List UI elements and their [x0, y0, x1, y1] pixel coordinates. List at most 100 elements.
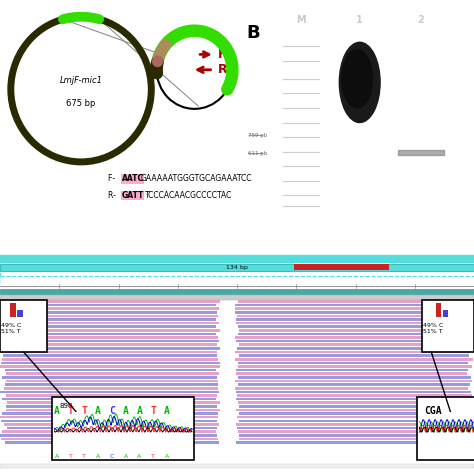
Bar: [236, 409, 468, 411]
Text: C: C: [109, 406, 115, 416]
Bar: [237, 423, 474, 426]
Bar: [237, 416, 468, 419]
Bar: [1, 438, 218, 440]
Bar: [0, 289, 474, 294]
Text: T: T: [69, 454, 73, 459]
Bar: [237, 401, 473, 404]
Bar: [239, 344, 473, 346]
Bar: [0, 264, 474, 271]
Text: 675 bp: 675 bp: [66, 99, 96, 108]
Text: A: A: [123, 406, 128, 416]
Text: A: A: [137, 406, 142, 416]
Bar: [7, 427, 217, 429]
Bar: [237, 325, 468, 328]
Bar: [6, 380, 218, 383]
Bar: [294, 264, 389, 270]
Text: 300 bp: 300 bp: [171, 290, 185, 294]
Bar: [443, 310, 448, 318]
Text: TCCCACAACGCCCCTAC: TCCCACAACGCCCCTAC: [145, 191, 232, 200]
Text: M: M: [296, 16, 306, 26]
Bar: [17, 310, 23, 318]
Bar: [3, 300, 220, 302]
Bar: [4, 344, 217, 346]
Bar: [1, 419, 217, 422]
Bar: [237, 394, 472, 397]
Bar: [238, 355, 469, 357]
Ellipse shape: [342, 50, 373, 108]
Bar: [0, 300, 47, 352]
Text: C: C: [109, 454, 114, 459]
Bar: [235, 336, 474, 339]
Bar: [238, 300, 471, 302]
Bar: [0, 365, 219, 368]
Bar: [235, 387, 468, 390]
Bar: [3, 355, 217, 357]
Bar: [7, 401, 219, 404]
Bar: [236, 373, 467, 375]
Text: R: R: [218, 64, 227, 76]
Text: LmjF-mic1: LmjF-mic1: [60, 76, 102, 85]
Text: T: T: [68, 406, 73, 416]
Bar: [7, 394, 217, 397]
Bar: [239, 434, 469, 437]
Polygon shape: [0, 255, 474, 262]
Text: B: B: [246, 24, 260, 42]
Text: R-: R-: [108, 191, 118, 200]
Text: 49% C
51% T: 49% C 51% T: [1, 323, 22, 334]
Bar: [239, 438, 469, 440]
Text: A: A: [165, 454, 169, 459]
Bar: [1, 398, 216, 401]
Text: A: A: [54, 406, 60, 416]
Bar: [10, 303, 16, 318]
Bar: [237, 315, 469, 317]
Text: 500 bp: 500 bp: [290, 290, 303, 294]
Text: 200 bp: 200 bp: [111, 290, 126, 294]
Bar: [238, 362, 468, 364]
Text: 400 bp: 400 bp: [230, 290, 244, 294]
Bar: [2, 333, 216, 335]
Bar: [237, 347, 474, 350]
Bar: [2, 315, 218, 317]
Bar: [2, 376, 217, 379]
Bar: [0, 329, 220, 332]
Bar: [1, 336, 218, 339]
Text: T: T: [151, 454, 155, 459]
Bar: [238, 376, 472, 379]
Text: A: A: [55, 454, 59, 459]
Text: 600 bp: 600 bp: [349, 290, 362, 294]
Bar: [0, 295, 474, 300]
Text: A: A: [164, 406, 170, 416]
Bar: [6, 369, 216, 372]
Bar: [0, 416, 218, 419]
Bar: [0, 351, 217, 353]
Bar: [238, 365, 472, 368]
Bar: [4, 318, 216, 321]
Bar: [235, 358, 473, 361]
Bar: [52, 397, 194, 460]
Bar: [236, 441, 472, 444]
Bar: [3, 322, 219, 324]
Bar: [0, 362, 220, 364]
Bar: [235, 380, 472, 383]
Bar: [5, 383, 219, 386]
Bar: [236, 398, 468, 401]
Bar: [2, 430, 216, 433]
Text: A: A: [95, 406, 101, 416]
Bar: [238, 412, 473, 415]
Bar: [4, 307, 219, 310]
Bar: [239, 419, 469, 422]
Text: GATT: GATT: [121, 191, 144, 200]
Text: T: T: [150, 406, 156, 416]
Bar: [0, 391, 219, 393]
Bar: [4, 387, 218, 390]
Bar: [235, 304, 473, 306]
Bar: [1, 412, 218, 415]
Text: 1: 1: [356, 16, 363, 26]
Bar: [1, 304, 217, 306]
Ellipse shape: [339, 42, 380, 122]
Text: 100 bp: 100 bp: [52, 290, 66, 294]
Bar: [5, 441, 219, 444]
Bar: [422, 300, 474, 352]
Bar: [237, 430, 471, 433]
Bar: [236, 318, 469, 321]
